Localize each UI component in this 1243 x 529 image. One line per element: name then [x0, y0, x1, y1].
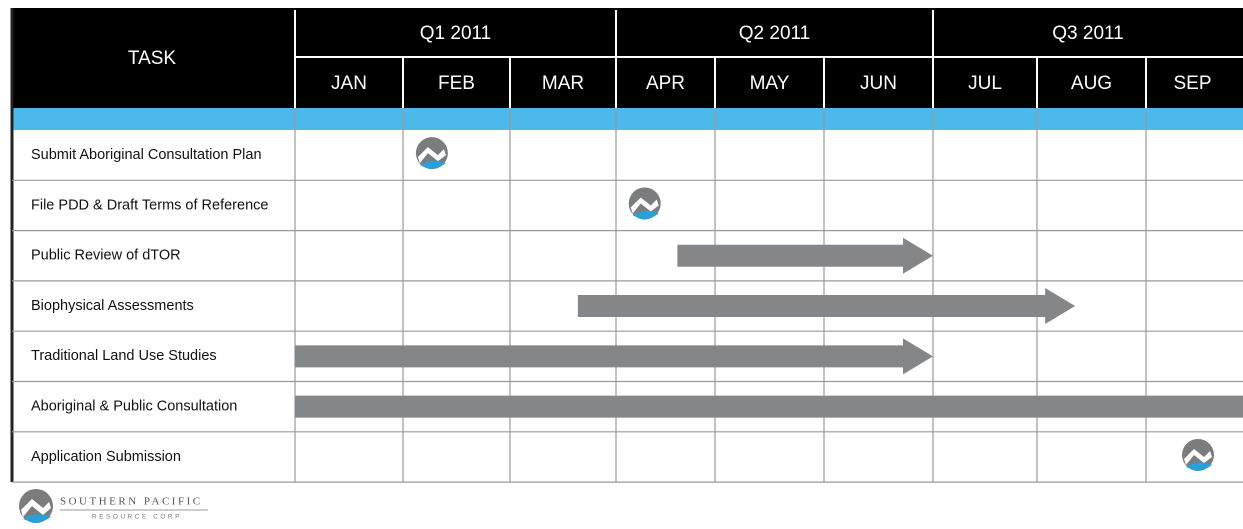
milestone-swoosh — [1184, 448, 1212, 465]
task-name: Application Submission — [31, 449, 181, 465]
logo-tagline: RESOURCE CORP. — [92, 514, 185, 521]
logo-wave — [23, 514, 51, 523]
task-bar — [295, 395, 1243, 418]
task-bar — [577, 288, 1076, 325]
logo — [19, 489, 53, 523]
milestone-wave — [419, 160, 446, 170]
task-name: Public Review of dTOR — [31, 248, 181, 264]
milestone — [415, 137, 448, 170]
quarter-label: Q2 2011 — [739, 23, 810, 44]
month-label: JUL — [968, 73, 1002, 94]
task-bar — [295, 338, 933, 375]
month-label: JAN — [331, 73, 367, 94]
quarter-label: Q3 2011 — [1052, 23, 1123, 44]
month-label: MAY — [750, 73, 790, 94]
logo-name: SOUTHERN PACIFIC — [60, 496, 203, 508]
task-name: File PDD & Draft Terms of Reference — [31, 197, 268, 213]
month-label: APR — [646, 73, 685, 94]
quarter-label: Q1 2011 — [420, 23, 491, 44]
milestone — [628, 187, 661, 220]
month-label: AUG — [1071, 73, 1112, 94]
milestone-swoosh — [630, 197, 659, 214]
task-name: Traditional Land Use Studies — [31, 348, 217, 364]
month-label: FEB — [438, 73, 475, 94]
task-name: Aboriginal & Public Consultation — [31, 398, 237, 414]
month-label: MAR — [542, 73, 584, 94]
logo-swoosh — [21, 499, 51, 517]
month-label: SEP — [1173, 73, 1211, 94]
milestone-wave — [1186, 462, 1212, 471]
milestone-wave — [632, 210, 659, 220]
header-strip — [12, 108, 1243, 130]
month-label: JUN — [860, 73, 897, 94]
task-name: Submit Aboriginal Consultation Plan — [31, 147, 262, 163]
milestone — [1182, 438, 1214, 471]
milestone-swoosh — [417, 147, 446, 164]
task-name: Biophysical Assessments — [31, 298, 194, 314]
task-bar — [677, 237, 933, 274]
task-header: TASK — [128, 48, 177, 69]
